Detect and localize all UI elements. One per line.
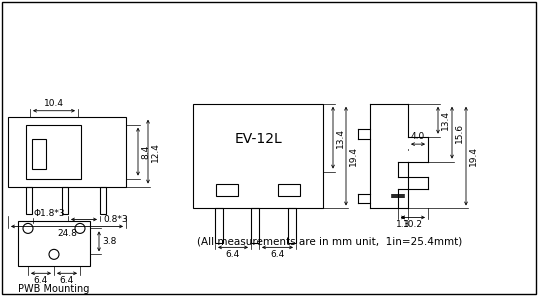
- Text: 24.8: 24.8: [57, 229, 77, 238]
- Bar: [251, 208, 259, 243]
- Bar: [26, 187, 32, 214]
- Text: 8.4: 8.4: [141, 144, 150, 159]
- Text: PWB Mounting: PWB Mounting: [18, 284, 90, 294]
- Bar: [278, 184, 300, 197]
- Bar: [215, 208, 223, 243]
- Text: EV-12L: EV-12L: [234, 132, 282, 146]
- Text: 6.4: 6.4: [226, 250, 240, 259]
- Bar: [8, 117, 126, 187]
- Text: 6.4: 6.4: [271, 250, 285, 259]
- Bar: [62, 187, 68, 214]
- Text: 19.4: 19.4: [349, 146, 358, 166]
- Bar: [32, 139, 46, 169]
- Bar: [18, 222, 90, 266]
- Text: 15.6: 15.6: [455, 123, 464, 143]
- Text: 13.4: 13.4: [441, 110, 450, 130]
- Text: Φ1.8*3: Φ1.8*3: [33, 209, 65, 218]
- Text: (All measurements are in mm unit,  1in=25.4mmt): (All measurements are in mm unit, 1in=25…: [197, 236, 463, 247]
- Text: 10.2: 10.2: [403, 220, 423, 230]
- Text: 19.4: 19.4: [469, 146, 478, 166]
- Text: 6.4: 6.4: [34, 276, 48, 285]
- Text: 6.4: 6.4: [60, 276, 74, 285]
- Bar: [100, 187, 106, 214]
- Bar: [288, 208, 296, 243]
- Text: 1.3: 1.3: [396, 220, 410, 230]
- Text: 4.0: 4.0: [411, 132, 425, 141]
- Text: 0.8*3: 0.8*3: [103, 215, 128, 224]
- Bar: [193, 104, 323, 208]
- Text: 3.8: 3.8: [102, 237, 116, 246]
- Bar: [216, 184, 238, 197]
- Text: 12.4: 12.4: [151, 142, 160, 162]
- Bar: [26, 125, 81, 178]
- Text: 10.4: 10.4: [44, 99, 64, 108]
- Text: 13.4: 13.4: [336, 128, 345, 148]
